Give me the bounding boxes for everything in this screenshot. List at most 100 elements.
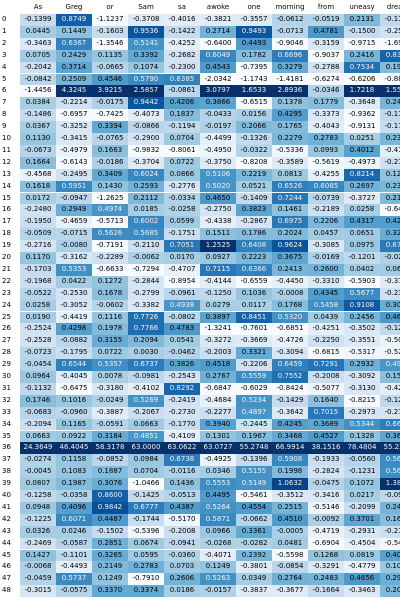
table-cell: 0.0402 [344,263,380,276]
table-cell: -0.2867 [236,216,272,229]
table-cell: 0.0251 [344,133,380,145]
table-cell: -0.3180 [92,382,128,395]
table-cell: -0.3416 [308,490,344,502]
table-cell: 0.6049 [200,49,236,62]
table-cell: 0.2408 [380,97,400,110]
table-cell: -0.1429 [272,394,308,407]
table-cell: -0.2788 [308,61,344,74]
table-cell: 0.0439 [308,311,344,324]
table-cell: 0.0246 [56,525,92,538]
table-cell: -0.8208 [236,156,272,169]
table-cell: -0.1396 [236,454,272,467]
table-cell: 0.7534 [344,61,380,74]
table-cell: 0.0030 [128,347,164,360]
table-cell: 0.1695 [380,513,400,526]
table-cell: -0.3252 [56,121,92,133]
table-cell: -0.2419 [164,394,200,407]
table-cell: -0.0842 [20,73,56,86]
table-cell: 0.2593 [128,180,164,193]
table-cell: -0.3727 [344,192,380,205]
table-cell: 0.9536 [128,25,164,38]
table-cell: 0.1967 [236,430,272,443]
row-index: 13 [2,169,11,178]
table-cell: -0.6633 [92,263,128,276]
table-cell: 0.7051 [164,240,200,252]
table-cell: 0.3657 [380,430,400,443]
table-cell: 0.4781 [308,25,344,38]
table-cell: 0.0653 [380,263,400,276]
table-cell: -0.2931 [344,525,380,538]
table-cell: -0.3837 [236,585,272,598]
table-cell: 0.5626 [92,228,128,241]
table-cell: -0.4338 [200,216,236,229]
table-cell: -0.0169 [308,252,344,264]
table-cell: 0.6367 [56,37,92,50]
table-cell: 0.1135 [92,49,128,62]
table-cell: -0.0981 [128,371,164,383]
table-cell: 0.5357 [92,359,128,371]
table-cell: 0.5737 [56,573,92,586]
table-cell: 0.4621 [380,311,400,324]
table-cell: -0.3162 [56,252,92,264]
table-cell: 0.3714 [56,61,92,74]
table-cell: -0.3463 [344,585,380,598]
table-cell: 0.2764 [272,573,308,586]
table-cell: -0.0433 [200,109,236,122]
row-index: 29 [2,360,11,369]
table-cell: -0.4255 [308,168,344,181]
table-cell: 0.1016 [56,394,92,407]
table-cell: -0.1326 [236,133,272,145]
table-cell: -0.0454 [20,359,56,371]
table-cell: 0.0948 [20,501,56,514]
table-cell: -0.0258 [164,204,200,217]
table-cell: -0.3512 [272,490,308,502]
table-cell: 0.1294 [380,168,400,181]
table-cell: -1.3546 [92,37,128,50]
table-cell: -0.2776 [164,180,200,193]
table-cell: -0.6904 [308,537,344,550]
table-cell: 0.5908 [272,454,308,467]
table-cell: -0.2042 [20,61,56,74]
table-cell: -0.6515 [236,97,272,110]
table-cell: 0.0422 [56,275,92,288]
table-cell: 0.0349 [236,573,272,586]
row-index: 14 [2,181,11,190]
table-cell: -0.0175 [92,97,128,110]
table-cell: -0.0861 [164,85,200,98]
table-cell: -0.0080 [56,240,92,252]
table-cell: -0.1422 [164,25,200,38]
table-cell: 0.6738 [164,454,200,467]
table-cell: 3.0797 [200,85,236,98]
table-cell: -0.1399 [20,14,56,26]
table-cell: 0.0975 [344,240,380,252]
row-index: 44 [2,538,11,547]
table-cell: 0.6777 [128,501,164,514]
row-index: 12 [2,157,11,166]
table-cell: -0.3557 [236,14,272,26]
row-index: 20 [2,253,11,261]
table-cell: -0.1168 [380,109,400,122]
table-cell: -0.1968 [20,275,56,288]
table-cell: 0.1998 [272,466,308,479]
table-cell: -0.2314 [380,287,400,300]
table-cell: -0.4684 [200,394,236,407]
table-cell: -0.0322 [236,144,272,157]
table-cell: 0.6085 [308,180,344,193]
table-cell: 0.0117 [236,299,272,312]
table-cell: -0.1425 [128,490,164,502]
table-cell: -0.3750 [200,156,236,169]
table-cell: 3.9215 [92,85,128,98]
table-cell: 0.2066 [236,121,272,133]
table-cell: -0.6815 [308,347,344,360]
table-cell: -0.4979 [56,144,92,157]
row-index: 22 [2,276,11,285]
table-cell: -0.5396 [128,525,164,538]
column-header: Greg [65,3,83,11]
table-cell: 0.0258 [20,299,56,312]
table-cell: -0.2110 [128,240,164,252]
column-header: uneasy [349,3,375,11]
table-cell: -0.2844 [128,275,164,288]
table-cell: -0.5146 [308,501,344,514]
table-cell: -0.0360 [164,549,200,562]
table-cell: -0.1250 [200,287,236,300]
